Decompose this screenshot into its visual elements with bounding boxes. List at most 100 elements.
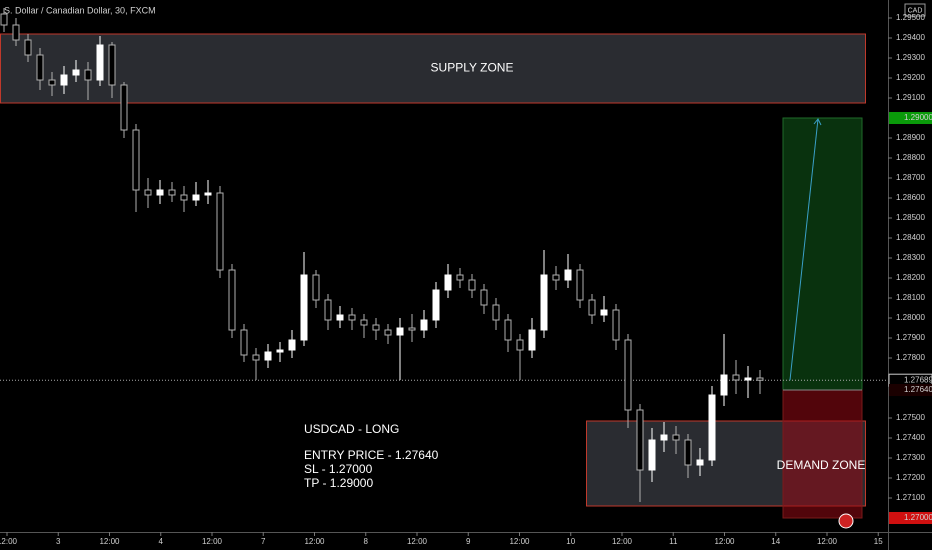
candle-body [708, 394, 716, 461]
y-tick-label: 1.29400 [896, 33, 925, 42]
candle-body [612, 309, 620, 341]
candle-body [336, 314, 344, 321]
candle-body [684, 439, 692, 466]
y-tick-label: 1.28100 [896, 293, 925, 302]
candle-body [624, 339, 632, 411]
y-tick-label: 1.29300 [896, 53, 925, 62]
candle-body [204, 192, 212, 196]
candle-body [480, 289, 488, 306]
candle-body [420, 319, 428, 331]
candle-body [48, 79, 56, 86]
x-tick-label: 12:00 [202, 537, 223, 546]
candle-body [588, 299, 596, 316]
candle-body [660, 434, 668, 441]
candle-body [324, 299, 332, 321]
price-label: 1.29000 [904, 113, 932, 122]
candle-body [756, 377, 764, 381]
price-label-box [889, 112, 932, 124]
candle-body [120, 84, 128, 131]
annotation: TP - 1.29000 [304, 476, 373, 490]
candle-body [744, 377, 752, 381]
candle-body [312, 274, 320, 301]
x-tick-label: 10 [566, 537, 575, 546]
candle-body [504, 319, 512, 341]
candle-body [348, 314, 356, 321]
price-label: 1.27689 [904, 375, 932, 384]
price-label: 1.27000 [904, 513, 932, 522]
x-tick-label: 9 [466, 537, 471, 546]
candle-body [516, 339, 524, 351]
candle-body [276, 349, 284, 353]
y-tick-label: 1.28400 [896, 233, 925, 242]
candle-body [540, 274, 548, 331]
y-tick-label: 1.28600 [896, 193, 925, 202]
x-tick-label: 3 [56, 537, 61, 546]
candle-body [720, 374, 728, 396]
candle-body [492, 304, 500, 321]
candle-body [732, 374, 740, 381]
trade-arrow [789, 118, 819, 381]
candle-body [84, 69, 92, 81]
candle-body [648, 439, 656, 471]
candle-body [108, 44, 116, 86]
candle-body [552, 274, 560, 281]
x-tick-label: 4 [159, 537, 164, 546]
y-tick-label: 1.27300 [896, 453, 925, 462]
x-tick-label: 12:00 [0, 537, 18, 546]
y-tick-label: 1.29500 [896, 13, 925, 22]
candle-body [564, 269, 572, 281]
chart-title: S. Dollar / Canadian Dollar, 30, FXCM [4, 5, 156, 15]
price-label: 1.27640 [904, 385, 932, 394]
y-tick-label: 1.28900 [896, 133, 925, 142]
target-area [782, 117, 863, 391]
candle-body [192, 194, 200, 201]
y-tick-label: 1.28300 [896, 253, 925, 262]
candle-body [456, 274, 464, 281]
candle-body [384, 329, 392, 336]
x-tick-label: 12:00 [509, 537, 530, 546]
x-tick-label: 7 [261, 537, 266, 546]
y-tick-label: 1.28500 [896, 213, 925, 222]
candle-body [396, 327, 404, 336]
candle-body [372, 324, 380, 331]
y-tick-label: 1.27400 [896, 433, 925, 442]
y-tick-label: 1.28200 [896, 273, 925, 282]
candle-body [144, 189, 152, 196]
candle-body [528, 329, 536, 351]
candle-body [636, 409, 644, 471]
y-tick-label: 1.28800 [896, 153, 925, 162]
candle-body [228, 269, 236, 331]
candle-body [288, 339, 296, 351]
price-label-box [889, 384, 932, 396]
candle-body [696, 459, 704, 466]
stop-area [782, 389, 863, 519]
candle-body [96, 44, 104, 81]
candle-body [180, 194, 188, 201]
candle-body [72, 69, 80, 76]
x-tick-label: 12:00 [407, 537, 428, 546]
y-tick-label: 1.27200 [896, 473, 925, 482]
x-tick-label: 12:00 [714, 537, 735, 546]
flag-icon [838, 513, 854, 529]
candle-body [468, 279, 476, 291]
y-tick-label: 1.27900 [896, 333, 925, 342]
candle-body [264, 351, 272, 361]
candle-body [300, 274, 308, 341]
y-tick-label: 1.28000 [896, 313, 925, 322]
candle-body [156, 189, 164, 196]
candle-body [408, 327, 416, 331]
candle-body [132, 129, 140, 191]
y-tick-label: 1.28700 [896, 173, 925, 182]
arrow-head [813, 118, 822, 126]
candle-body [168, 189, 176, 196]
x-tick-label: 12:00 [304, 537, 325, 546]
x-tick-label: 12:00 [99, 537, 120, 546]
annotation: USDCAD - LONG [304, 422, 399, 436]
candle-body [432, 289, 440, 321]
candle-body [576, 269, 584, 301]
annotation: ENTRY PRICE - 1.27640 [304, 448, 439, 462]
y-tick-label: 1.29200 [896, 73, 925, 82]
candle-body [36, 54, 44, 81]
